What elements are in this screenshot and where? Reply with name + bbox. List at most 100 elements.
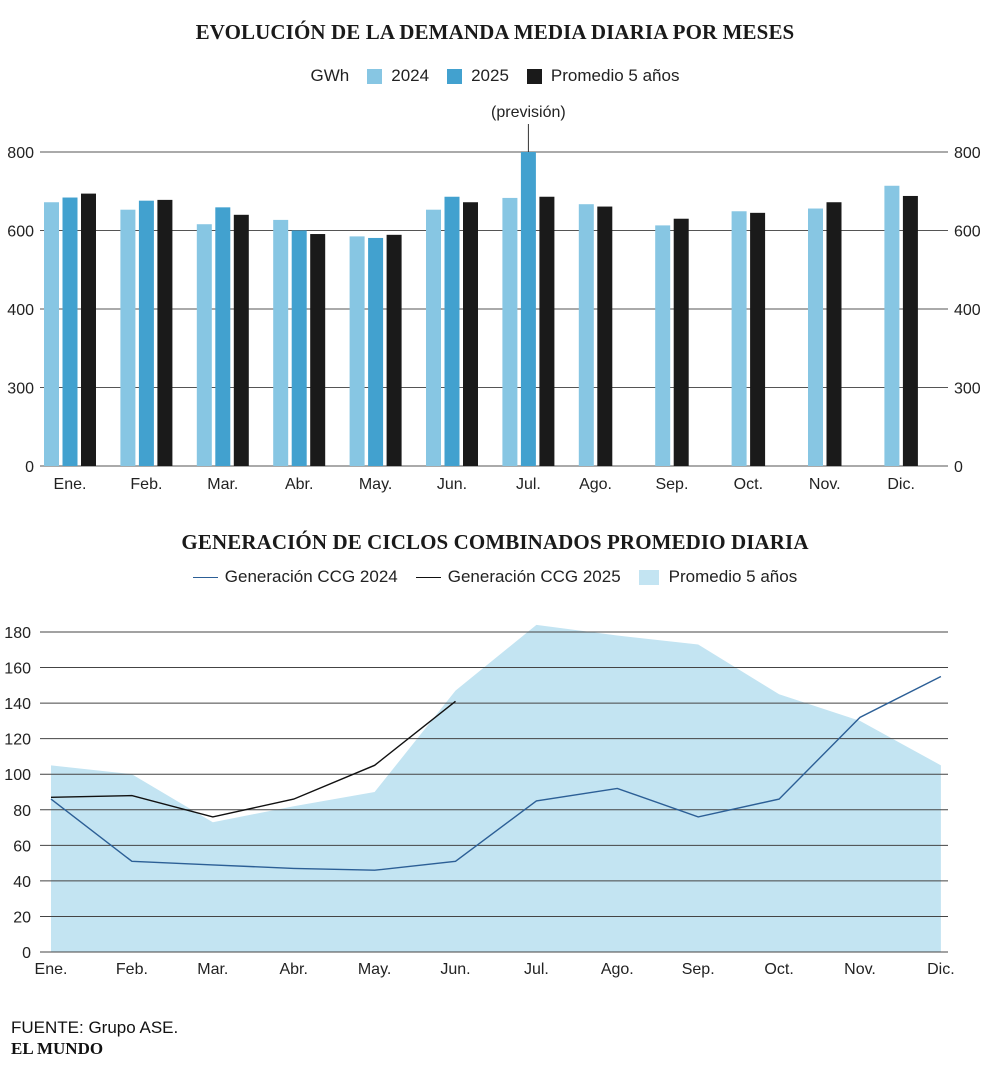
bar-promedio-5-años-2 [233,214,249,466]
bar-promedio-5-años-5 [463,202,478,467]
x-tick-label: Ago. [601,961,634,978]
legend-ccg-2024-label: Generación CCG 2024 [224,567,398,586]
legend-ccg-2025: Generación CCG 2025 [415,567,621,587]
y-tick-right: 0 [954,459,963,476]
y-tick: 140 [4,696,31,713]
bar-2024-4 [349,236,365,466]
x-tick-label: Ago. [579,476,612,493]
legend-2025: 2025 [447,66,509,86]
legend-2024-swatch [367,68,383,84]
area-promedio-5-anos [51,624,941,952]
line-generación-ccg-2024 [50,675,942,871]
x-tick-label: Abr. [279,961,307,978]
y-tick-right: 600 [954,224,981,241]
y-tick: 40 [13,874,31,891]
x-tick-label: Jun. [440,961,470,978]
legend-avg-swatch [526,68,542,84]
x-tick-label: Jul. [516,476,541,493]
legend-unit-label: GWh [310,66,350,85]
x-tick-label: Mar. [197,961,228,978]
legend-2024: 2024 [367,66,429,86]
y-tick: 180 [4,625,31,642]
bar-2025-4 [368,237,384,466]
bar-chart-legend: GWh 2024 2025 Promedio 5 años [0,66,990,86]
x-tick-label: Oct. [764,961,793,978]
legend-avg: Promedio 5 años [526,66,680,86]
x-tick-label: Nov. [844,961,876,978]
y-tick-right: 300 [954,381,981,398]
bar-2024-11 [884,185,900,466]
y-tick-left: 300 [7,381,34,398]
y-tick: 100 [4,767,31,784]
y-tick-left: 600 [7,224,34,241]
bar-2025-5 [444,196,460,466]
brand-logo: EL MUNDO [11,1039,104,1058]
bar-2024-9 [731,211,747,466]
bar-promedio-5-años-10 [826,202,842,467]
bar-promedio-5-años-9 [750,212,766,466]
x-tick-label: May. [358,961,391,978]
x-tick-label: Feb. [130,476,162,493]
legend-avg-label: Promedio 5 años [550,66,680,85]
legend-ccg-2024: Generación CCG 2024 [192,567,398,587]
x-tick-label: Oct. [734,476,763,493]
x-tick-label: Sep. [682,961,715,978]
bar-2024-1 [120,209,136,466]
bar-2024-2 [196,224,212,466]
bar-promedio-5-años-0 [81,193,96,467]
legend-2025-swatch [447,68,463,84]
bar-2024-6 [502,197,518,467]
bar-2024-10 [808,208,823,466]
bar-2025-2 [215,207,231,466]
bar-promedio-5-años-8 [673,218,689,466]
y-tick: 120 [4,732,31,749]
legend-unit: GWh [311,66,350,86]
legend-ccg-avg: Promedio 5 años [638,567,798,587]
y-tick: 60 [13,838,31,855]
x-tick-label: Nov. [809,476,841,493]
legend-ccg-2024-line [192,576,218,578]
bar-chart-title: EVOLUCIÓN DE LA DEMANDA MEDIA DIARIA POR… [195,20,795,44]
legend-2024-label: 2024 [391,66,430,85]
x-tick-label: Dic. [927,961,955,978]
bar-2025-6 [520,152,536,466]
y-tick: 160 [4,661,31,678]
line-generación-ccg-2025 [50,700,456,818]
bar-promedio-5-años-7 [597,206,613,466]
bar-2024-3 [273,219,289,466]
x-tick-label: Ene. [54,476,87,493]
source-note: FUENTE: Grupo ASE. [11,1018,179,1037]
line-chart: 0 20 40 60 80 100 120 140 160 180 Ene. Feb. Mar. Abr.… [4,624,955,978]
x-tick-label: Abr. [285,476,313,493]
x-tick-label: Dic. [887,476,915,493]
y-tick: 0 [22,945,31,962]
legend-ccg-avg-swatch [638,569,659,585]
y-tick: 20 [13,909,31,926]
bar-2025-0 [62,197,78,466]
bar-2024-8 [655,225,671,466]
legend-2025-label: 2025 [471,66,509,85]
bar-2025-1 [138,200,154,467]
y-tick-left: 0 [25,459,34,476]
legend-ccg-2025-label: Generación CCG 2025 [447,567,621,586]
bar-2024-7 [578,204,594,466]
y-tick: 80 [13,803,31,820]
x-tick-label: Feb. [116,961,148,978]
x-tick-label: Ene. [35,961,68,978]
x-tick-label: Jul. [524,961,549,978]
y-tick-right: 400 [954,302,981,319]
x-tick-label: Jun. [437,476,467,493]
bar-chart: 0 0 300 300 400 400 600 600 800 800 Ene. Feb. Mar. Ab… [7,104,981,493]
annotation-prevision: (previsión) [491,104,566,121]
x-tick-label: Mar. [207,476,238,493]
x-tick-label: Sep. [655,476,688,493]
legend-ccg-2025-line [415,576,441,578]
line-chart-legend: Generación CCG 2024 Generación CCG 2025 … [0,567,990,587]
legend-ccg-avg-label: Promedio 5 años [668,567,798,586]
y-tick-right: 800 [954,145,981,162]
bar-promedio-5-años-3 [310,234,326,466]
bar-promedio-5-años-11 [902,195,918,466]
bar-promedio-5-años-6 [539,196,555,466]
bar-2024-0 [44,202,59,467]
bar-promedio-5-años-1 [157,199,173,466]
